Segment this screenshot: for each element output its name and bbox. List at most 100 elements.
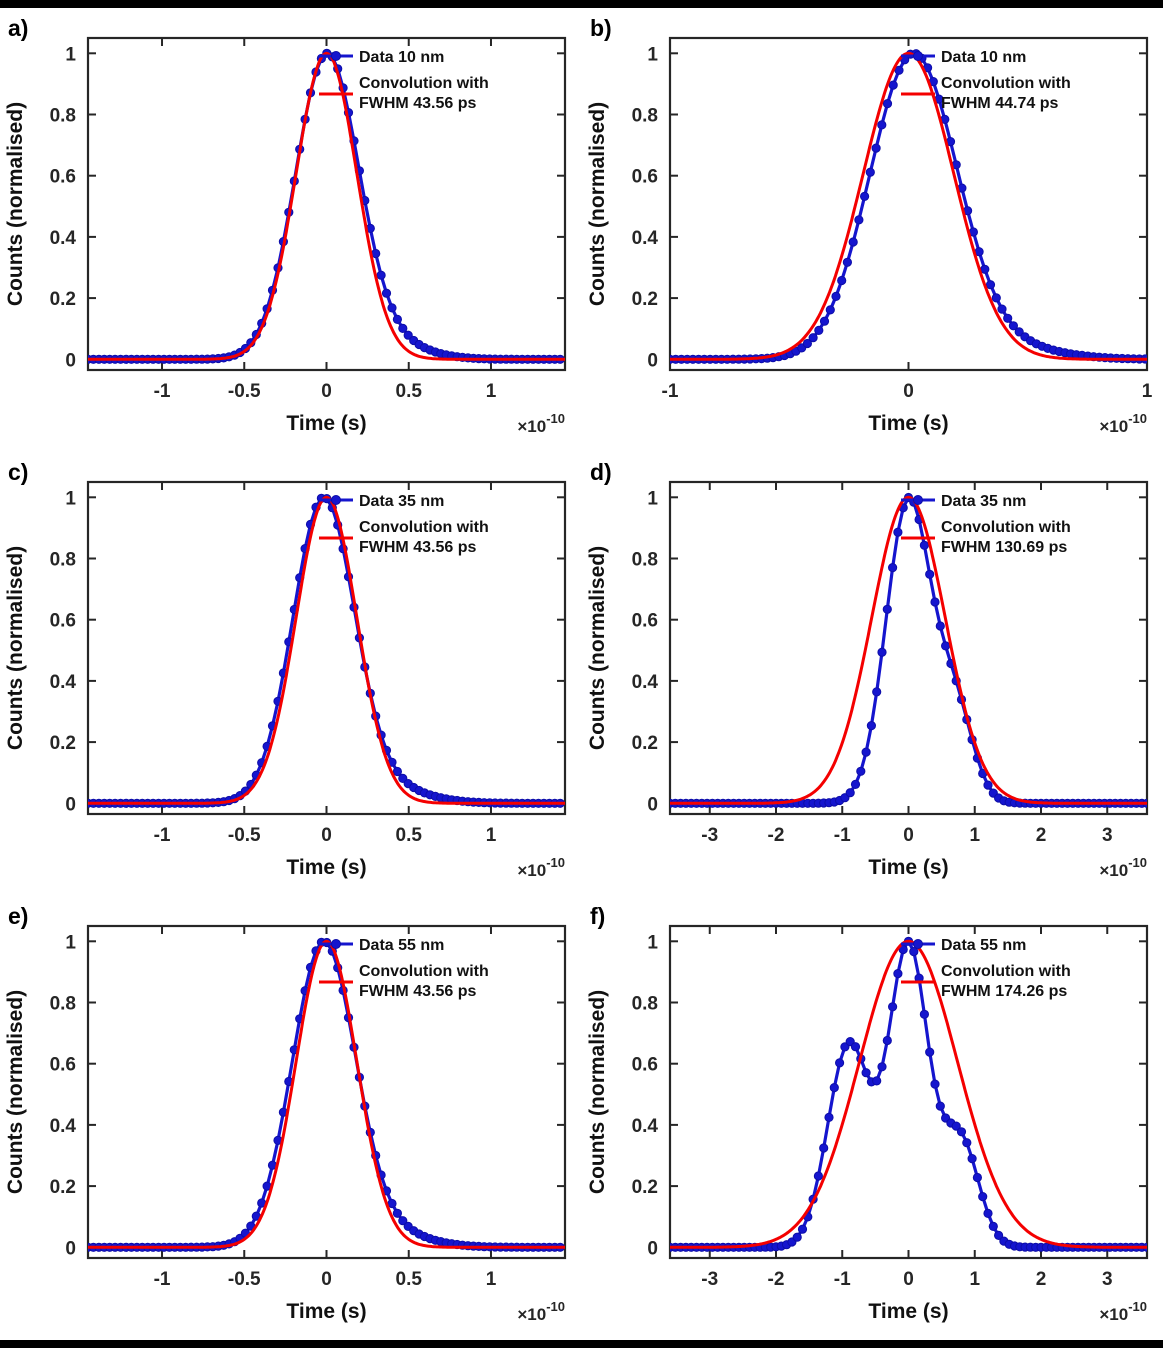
panel-e-container: -1 -0.5 0 0.5 1 0 0.2 0.4 0.6 0.8 1 Data 55 nm Convo… [0,896,581,1340]
panel-c-container: -1 -0.5 0 0.5 1 0 0.2 0.4 0.6 0.8 1 Data 35 nm Convo… [0,452,581,896]
x-axis-label: Time (s) [868,856,948,879]
x-tick-label: -1 [154,1269,171,1290]
y-tick-label: 0.6 [631,611,657,632]
data-marker [850,779,860,789]
data-marker [829,1083,839,1093]
data-marker [996,304,1007,314]
data-series [669,49,1147,364]
x-tick-label: 0 [321,381,332,402]
data-marker [1014,327,1024,337]
legend: Data 10 nm Convolution with FWHM 43.56 ps [319,49,489,112]
x-scale-label: ×10-10 [1099,855,1147,880]
data-marker [892,527,902,537]
x-tick-label: 2 [1035,825,1046,846]
x-tick-label: -2 [767,825,784,846]
panel-a-container: -1 -0.5 0 0.5 1 0 0.2 0.4 0.6 0.8 1 Data 10 nm Convo… [0,8,581,452]
data-marker [392,314,402,324]
legend-data-label: Data 10 nm [941,49,1026,66]
data-marker [823,1112,834,1122]
data-marker [850,1042,860,1052]
legend: Data 55 nm Convolution with FWHM 174.26 ps [900,937,1071,1000]
y-tick-label: 1 [647,932,658,953]
data-line [669,938,1147,1249]
bottom-black-bar [0,1340,1163,1348]
y-tick-label: 0 [647,794,658,815]
data-marker [802,338,812,349]
panel-e: -1 -0.5 0 0.5 1 0 0.2 0.4 0.6 0.8 1 Data 55 nm Convo… [4,903,567,1324]
x-tick-label: 0.5 [396,381,423,402]
y-tick-label: 0.2 [631,733,657,754]
legend-fit-label-line1: Convolution with [941,963,1071,980]
data-marker [387,1198,397,1209]
data-marker [919,540,929,550]
y-tick-label: 0.2 [50,1177,76,1198]
data-marker [861,747,871,757]
data-marker [882,99,892,109]
plot-area [669,492,1147,808]
legend-fit-label-line2: FWHM 43.56 ps [359,983,476,1000]
x-tick-label: -1 [154,381,171,402]
panel-letter: f) [590,903,605,929]
axes-box [86,924,567,1260]
data-marker [929,1079,940,1089]
data-marker [988,1221,998,1231]
data-marker [792,1232,802,1242]
legend-data-label: Data 55 nm [359,937,444,954]
data-marker [813,1171,823,1181]
data-line [669,494,1147,805]
data-marker [376,270,386,280]
data-marker [882,1035,892,1046]
x-tick-label: 0 [321,825,332,846]
x-axis-label: Time (s) [868,412,948,435]
panel-c: -1 -0.5 0 0.5 1 0 0.2 0.4 0.6 0.8 1 Data 35 nm Convo… [4,459,567,880]
data-series [669,936,1147,1252]
x-axis-label: Time (s) [286,1300,366,1323]
legend-data-marker [331,939,341,949]
legend-fit-label-line2: FWHM 43.56 ps [359,95,476,112]
y-tick-label: 0.8 [50,993,76,1014]
data-marker [972,1172,982,1183]
data-marker [842,257,852,267]
y-tick-label: 0.8 [50,105,76,126]
x-tick-label: -3 [701,1269,718,1290]
data-series [88,493,565,808]
fit-line [669,51,1147,361]
x-tick-label: -1 [833,825,850,846]
data-marker [848,237,858,247]
data-marker [956,1127,966,1137]
y-tick-label: 0 [647,350,658,371]
data-marker [887,563,897,573]
legend-fit-label-line1: Convolution with [359,963,489,980]
data-marker [924,1047,934,1057]
legend-data-label: Data 35 nm [359,493,444,510]
x-tick-label: 0 [903,1269,914,1290]
data-marker [845,788,855,798]
top-black-bar [0,0,1163,8]
data-marker [961,1138,971,1148]
y-tick-label: 0.6 [50,1055,76,1076]
x-tick-label: -1 [154,825,171,846]
y-tick-label: 1 [647,488,658,509]
y-tick-label: 0.4 [631,672,658,693]
panel-b-container: -1 0 1 0 0.2 0.4 0.6 0.8 1 Data 10 nm Convolution … [581,8,1163,452]
x-tick-label: 0.5 [396,1269,423,1290]
y-axis-label: Counts (normalised) [4,546,27,750]
legend-fit-label-line1: Convolution with [359,75,489,92]
data-marker [387,303,397,313]
plot-area [88,493,565,808]
data-marker [908,947,918,957]
x-tick-label: 3 [1101,825,1112,846]
y-tick-label: 0.8 [631,993,657,1014]
plot-area [88,937,565,1252]
data-marker [392,766,402,777]
data-marker [871,687,881,697]
data-marker [1002,313,1012,323]
legend-fit-label-line2: FWHM 174.26 ps [941,983,1067,1000]
data-marker [861,1068,871,1078]
y-tick-label: 0 [65,1238,76,1259]
x-axis-label: Time (s) [868,1300,948,1323]
data-marker [819,316,829,326]
data-marker [940,641,950,651]
legend-fit-label-line2: FWHM 43.56 ps [359,539,476,556]
data-marker [818,1143,828,1153]
